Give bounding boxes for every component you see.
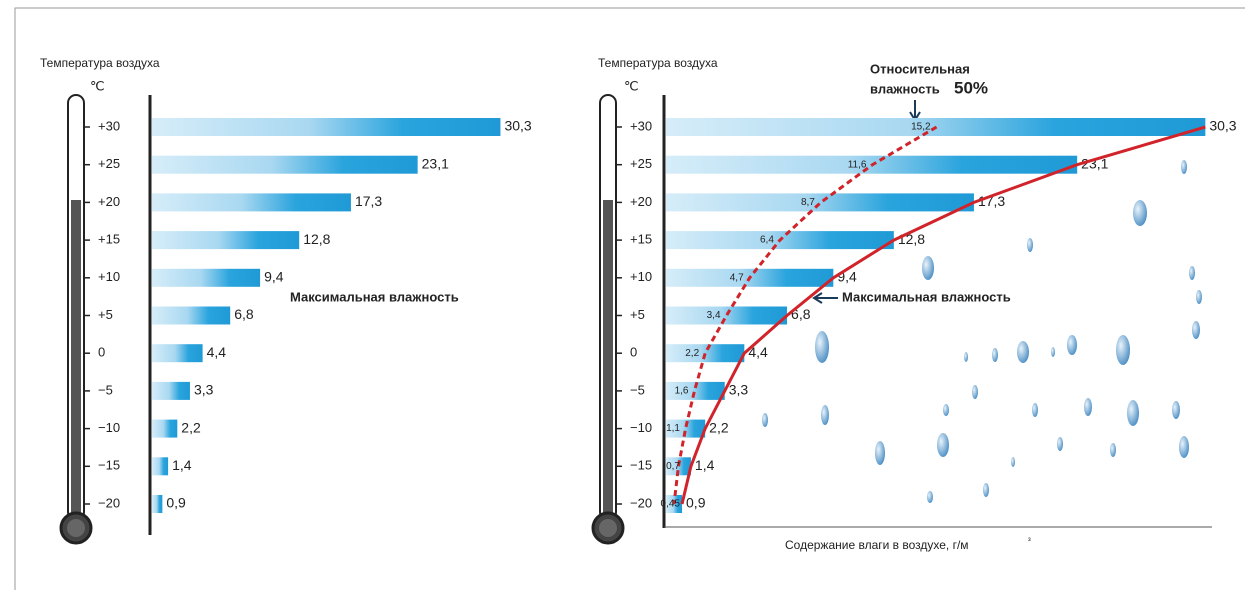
value-label: 9,4 xyxy=(264,269,284,285)
value-label: 2,2 xyxy=(709,419,729,435)
y-tick-label: +10 xyxy=(98,269,120,284)
value-label-small: 11,6 xyxy=(848,159,867,170)
annotation: Максимальная влажность xyxy=(290,289,459,304)
value-label: 30,3 xyxy=(1209,118,1236,134)
value-label: 6,8 xyxy=(791,306,811,322)
arrow xyxy=(812,292,838,304)
y-tick-label: −5 xyxy=(630,382,645,397)
bar xyxy=(152,306,231,325)
y-tick-label: +5 xyxy=(98,307,113,322)
value-label: 0,9 xyxy=(166,495,186,511)
bar xyxy=(666,344,745,363)
y-tick-label: 0 xyxy=(630,345,637,360)
y-tick-label: −20 xyxy=(98,495,120,510)
bar xyxy=(152,381,190,400)
y-tick-label: +30 xyxy=(98,118,120,133)
value-label: 23,1 xyxy=(1081,155,1108,171)
y-tick-label: +10 xyxy=(630,269,652,284)
bar xyxy=(666,419,706,438)
bar xyxy=(152,268,261,287)
relative-humidity-curve xyxy=(672,125,938,505)
y-tick-label: −10 xyxy=(630,420,652,435)
value-label: 3,3 xyxy=(194,382,214,398)
bar xyxy=(152,457,169,476)
axis-title: Температура воздуха xyxy=(40,56,160,70)
water-drops xyxy=(762,160,1202,503)
y-tick-label: +25 xyxy=(630,156,652,171)
bar xyxy=(152,419,178,438)
y-tick-label: −5 xyxy=(98,382,113,397)
value-label-small: 6,4 xyxy=(760,235,774,246)
y-tick-label: 0 xyxy=(98,345,105,360)
bar xyxy=(152,155,418,174)
arrow xyxy=(909,100,921,122)
y-tick-label: −15 xyxy=(630,458,652,473)
value-label: 6,8 xyxy=(234,306,254,322)
value-label: 30,3 xyxy=(504,118,531,134)
value-label-small: 3,4 xyxy=(707,310,721,321)
bar xyxy=(152,344,203,363)
y-tick-label: +20 xyxy=(98,194,120,209)
annotation: 50% xyxy=(954,78,988,97)
value-label: 3,3 xyxy=(729,382,749,398)
y-tick-label: +15 xyxy=(98,232,120,247)
value-label: 23,1 xyxy=(422,155,449,171)
value-label-small: 0,7 xyxy=(666,461,680,472)
value-label-small: 4,7 xyxy=(730,272,744,283)
x-axis-title-sup: ³ xyxy=(1028,536,1031,545)
y-tick-label: −10 xyxy=(98,420,120,435)
bar xyxy=(666,457,691,476)
value-label: 1,4 xyxy=(695,457,715,473)
value-label: 4,4 xyxy=(748,344,768,360)
value-label: 12,8 xyxy=(303,231,330,247)
y-tick-label: −20 xyxy=(630,495,652,510)
annotation: влажность xyxy=(870,81,940,96)
x-axis-title: Содержание влаги в воздухе, г/м xyxy=(785,538,969,552)
thermometer xyxy=(59,94,93,545)
value-label-small: 1,6 xyxy=(675,386,689,397)
value-label-small: 2,2 xyxy=(685,348,699,359)
max-humidity-curve xyxy=(680,125,1206,505)
bar xyxy=(152,231,300,250)
bar xyxy=(152,495,163,513)
bar xyxy=(666,193,974,212)
bar xyxy=(152,193,351,212)
bar xyxy=(152,118,501,136)
y-tick-label: +20 xyxy=(630,194,652,209)
unit: ℃ xyxy=(624,78,639,93)
annotation: Максимальная влажность xyxy=(842,289,1011,304)
value-label: 4,4 xyxy=(207,344,227,360)
y-tick-label: +25 xyxy=(98,156,120,171)
y-tick-label: −15 xyxy=(98,458,120,473)
value-label-small: 8,7 xyxy=(801,197,815,208)
y-tick-label: +5 xyxy=(630,307,645,322)
unit: ℃ xyxy=(90,78,105,93)
value-label-small: 1,1 xyxy=(666,423,680,434)
y-tick-label: +30 xyxy=(630,118,652,133)
value-label-small: 15,2 xyxy=(911,122,931,133)
frame xyxy=(14,7,1245,595)
value-label: 0,9 xyxy=(686,495,706,511)
axis-title: Температура воздуха xyxy=(598,56,718,70)
bar xyxy=(666,306,788,325)
y-tick-label: +15 xyxy=(630,232,652,247)
value-label: 17,3 xyxy=(355,193,382,209)
value-label: 1,4 xyxy=(172,457,192,473)
thermometer xyxy=(591,94,625,545)
value-label: 2,2 xyxy=(181,419,201,435)
bar xyxy=(666,381,725,400)
value-label-small: 0,45 xyxy=(661,499,681,510)
annotation: Относительная xyxy=(870,61,970,76)
